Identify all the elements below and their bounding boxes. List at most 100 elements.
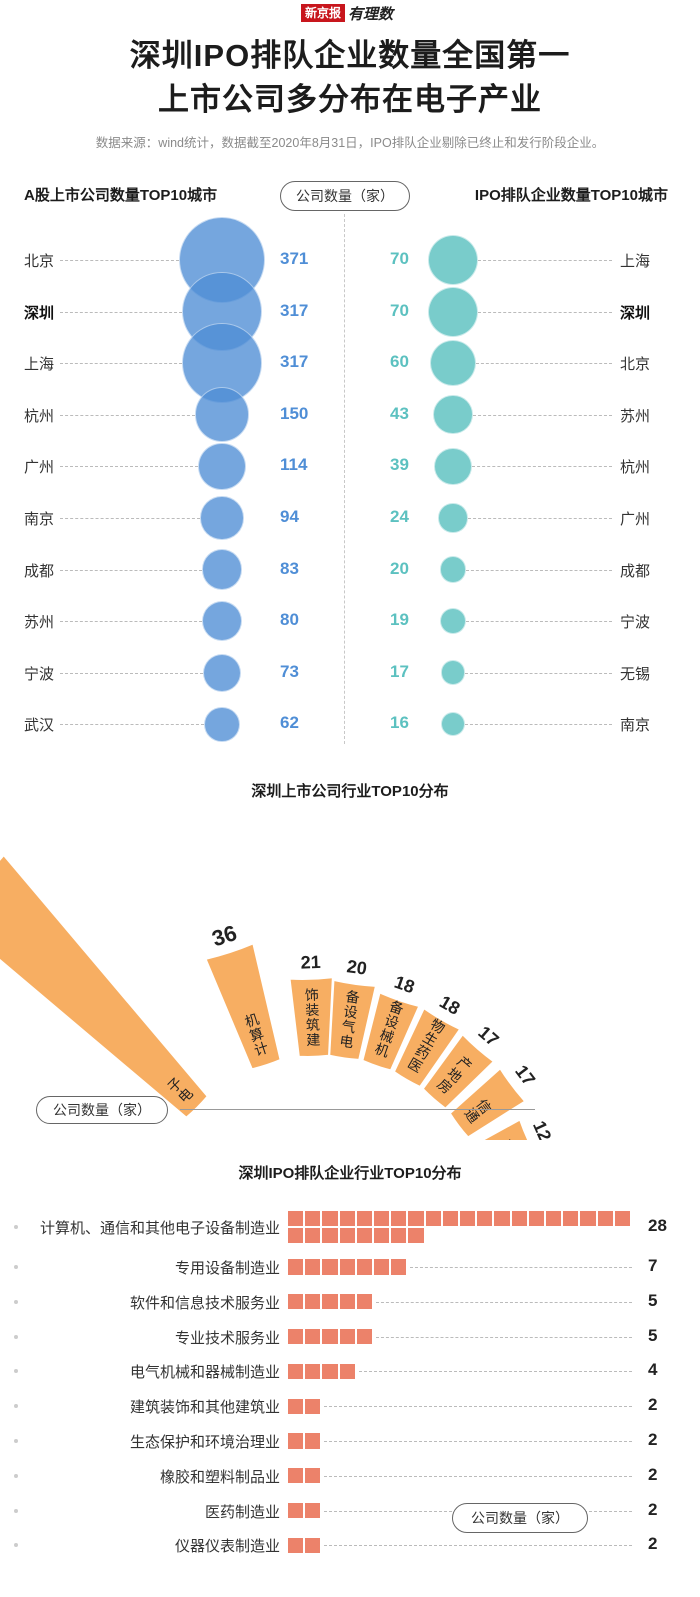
bar-square: [288, 1398, 304, 1414]
sector-category-label: 备: [387, 998, 405, 1018]
guide-line: [472, 414, 612, 416]
value-label: 39: [390, 455, 409, 475]
bar-square: [288, 1329, 304, 1345]
city-label: 宁波: [24, 665, 55, 683]
bar-square: [305, 1537, 321, 1553]
value-label: 19: [390, 610, 409, 630]
value-label: 62: [280, 713, 299, 733]
sector-value-label: 17: [474, 1022, 502, 1050]
guide-line: [465, 672, 612, 674]
bar-square: [305, 1468, 321, 1484]
value-label: 73: [280, 661, 299, 681]
sector-category-label: 电: [338, 1033, 354, 1051]
city-label: 上海: [620, 253, 651, 270]
bar-square: [322, 1211, 338, 1227]
bar-square: [356, 1228, 372, 1244]
sector-category-label: 械: [378, 1026, 396, 1046]
bar-square: [597, 1211, 613, 1227]
value-label: 20: [390, 558, 409, 578]
value-label: 16: [390, 713, 409, 733]
bar-square: [288, 1433, 304, 1449]
bubble: [441, 712, 465, 737]
bubble: [202, 601, 242, 642]
value-label: 80: [280, 610, 299, 630]
industry-value: 2: [648, 1499, 658, 1519]
guide-line: [60, 311, 183, 313]
bar-square: [288, 1363, 304, 1379]
bubble: [438, 503, 468, 533]
rose-sector: [422, 1034, 494, 1109]
sector-category-label: 机: [373, 1040, 391, 1060]
bubble: [204, 706, 240, 742]
bar-square: [305, 1259, 321, 1275]
bubble: [433, 395, 473, 435]
city-label: 成都: [620, 562, 651, 580]
bar-square: [305, 1329, 321, 1345]
sector-category-label: 建: [306, 1032, 321, 1048]
industry-value: 2: [648, 1395, 658, 1415]
bar-square: [339, 1211, 355, 1227]
sector-category-label: 医: [405, 1055, 425, 1076]
rose-sector: [0, 854, 208, 1118]
bullet-dot: [14, 1334, 18, 1339]
bubble: [194, 387, 250, 443]
bullet-dot: [14, 1508, 18, 1513]
guide-line: [324, 1475, 632, 1477]
sector-category-label: 工: [497, 1137, 517, 1140]
brand-name: 新京报: [301, 4, 346, 22]
sector-value-label: 17: [511, 1061, 539, 1089]
rose-sector: [289, 977, 333, 1057]
bar-square: [477, 1211, 493, 1227]
city-label: 苏州: [620, 407, 651, 425]
bar-square: [288, 1259, 304, 1275]
sector-category-label: 计: [252, 1039, 270, 1059]
guide-line: [476, 363, 612, 365]
bar-square: [305, 1294, 321, 1310]
bar-square: [528, 1211, 544, 1227]
bar-square: [305, 1503, 321, 1519]
bar-square: [580, 1211, 596, 1227]
bar-square: [322, 1329, 338, 1345]
value-label: 371: [280, 249, 309, 268]
bullet-dot: [14, 1369, 18, 1374]
city-label: 深圳: [620, 304, 651, 322]
value-label: 317: [280, 300, 309, 320]
bar-square: [408, 1228, 424, 1244]
industry-label: 生态保护和环境治理业: [129, 1434, 280, 1451]
bar-square: [374, 1259, 390, 1275]
industry-value: 7: [648, 1256, 658, 1275]
guide-line: [467, 518, 612, 519]
city-label: 成都: [24, 562, 55, 580]
bar-square: [305, 1211, 321, 1227]
bar-square: [563, 1211, 579, 1227]
bar-square: [546, 1211, 562, 1227]
value-label: 83: [280, 558, 299, 578]
bubble: [202, 653, 242, 692]
bubble: [429, 340, 477, 387]
sector-value-label: 18: [436, 991, 463, 1018]
bar-square: [391, 1228, 407, 1244]
industry-value: 2: [648, 1430, 658, 1449]
bar-square: [614, 1211, 630, 1227]
bubble: [439, 608, 467, 635]
bullet-dot: [14, 1225, 18, 1230]
bar-square: [288, 1468, 304, 1484]
bubble: [201, 549, 243, 590]
bar-square: [391, 1211, 407, 1227]
industry-rose-chart: 71电子36计算机21建筑装饰20电气设备18机械设备18医药生物17房地产17…: [0, 854, 555, 1140]
bar-square: [288, 1537, 304, 1553]
city-label: 深圳: [24, 304, 55, 322]
bar-square: [339, 1259, 355, 1275]
bubble: [439, 556, 467, 583]
bar-square: [425, 1211, 441, 1227]
bar-square: [494, 1211, 510, 1227]
industry-value: 28: [648, 1216, 667, 1236]
sector-value-label: 20: [346, 956, 369, 979]
sector-category-label: 药: [413, 1042, 433, 1063]
value-label: 17: [390, 661, 409, 681]
industry-value: 2: [648, 1464, 658, 1484]
sector-value-label: 18: [392, 972, 417, 997]
industry-value: 2: [648, 1534, 658, 1554]
rose-sector: [329, 979, 376, 1060]
